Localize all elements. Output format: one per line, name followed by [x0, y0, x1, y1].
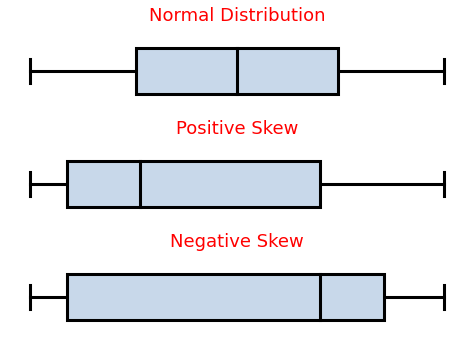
Bar — [67, 161, 320, 207]
Bar — [67, 274, 384, 320]
Title: Negative Skew: Negative Skew — [170, 233, 304, 251]
Bar — [136, 48, 338, 94]
Title: Positive Skew: Positive Skew — [176, 120, 298, 138]
Title: Normal Distribution: Normal Distribution — [149, 7, 325, 25]
